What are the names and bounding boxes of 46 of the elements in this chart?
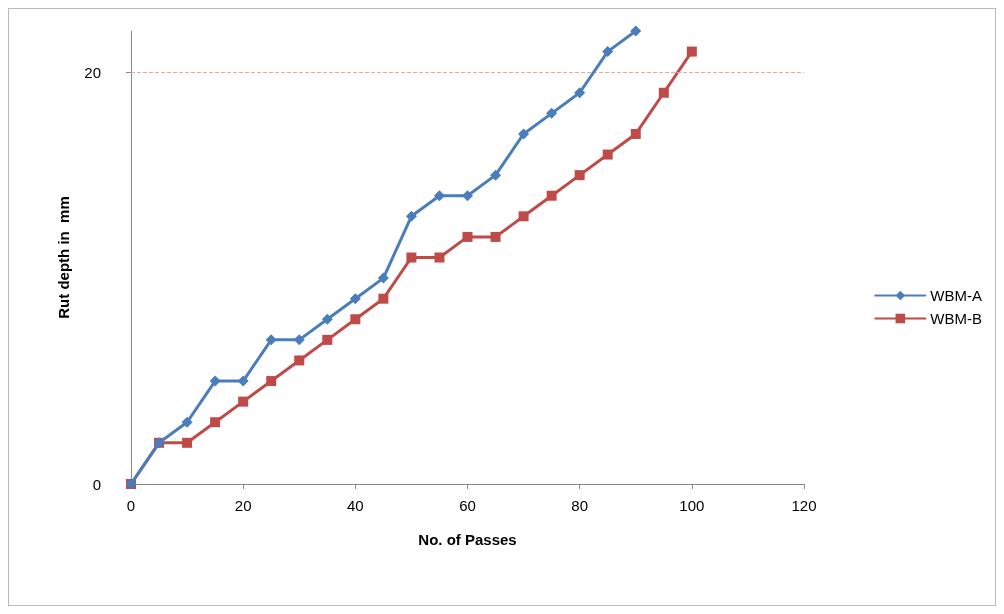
point [210,417,221,428]
point [349,293,361,305]
point [630,128,641,139]
point [602,46,614,58]
x-tick-label: 80 [571,497,589,514]
point [377,272,389,284]
point [322,334,333,345]
point [209,375,221,387]
x-tick-label: 20 [234,497,252,514]
x-axis-title: No. of Passes [418,531,517,548]
point [546,107,558,119]
legend-label: WBM-A [930,287,983,304]
point [350,314,361,325]
point [574,87,586,99]
point [265,334,277,346]
x-tick-label: 60 [459,497,476,514]
point [406,252,417,263]
point [490,231,501,242]
point [462,190,473,202]
point [378,293,389,304]
point [433,190,445,202]
point [630,25,642,37]
point [518,211,529,222]
legend-label: WBM-B [930,310,983,327]
point [238,396,249,407]
point [181,416,193,428]
x-tick-label: 120 [791,497,817,514]
point [405,210,417,222]
x-tick-label: 100 [679,497,705,514]
point [266,376,277,387]
point [658,87,669,98]
point [574,170,585,181]
point [293,334,305,346]
point [546,190,557,201]
point [490,169,502,181]
point [686,46,697,57]
point [602,149,613,160]
y-axis-title: Rut depth in mm [55,196,72,319]
x-tick-label: 0 [126,497,136,514]
point [518,128,530,140]
x-tick-label: 40 [346,497,364,514]
point [294,355,305,366]
point [321,313,333,325]
point [434,252,445,263]
point [462,231,473,242]
point [182,437,193,448]
